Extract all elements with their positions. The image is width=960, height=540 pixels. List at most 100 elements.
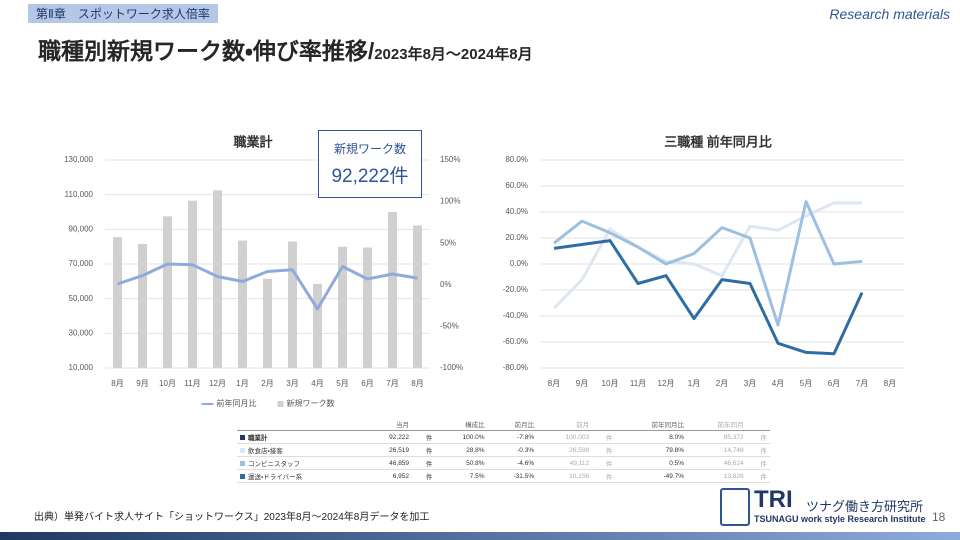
y2-tick-label: 50% xyxy=(440,238,456,247)
cell-text: 件 xyxy=(760,448,768,455)
table-cell: 50.8% xyxy=(435,456,488,470)
y-tick-label: 110,000 xyxy=(65,190,94,199)
x-tick-label: 11月 xyxy=(630,379,646,388)
table-cell: 件 xyxy=(592,456,616,470)
legend-label: 前年同月比 xyxy=(217,398,257,408)
legend-label: 新規ワーク数 xyxy=(287,398,335,408)
bar xyxy=(388,212,397,368)
cell-text: -7.8% xyxy=(517,433,535,441)
table-cell: -31.5% xyxy=(487,469,538,483)
cell-text: 件 xyxy=(425,435,433,442)
x-tick-label: 1月 xyxy=(688,379,700,388)
line-series xyxy=(553,239,864,356)
table-cell: 件 xyxy=(746,456,770,470)
row-swatch xyxy=(240,435,245,440)
table-cell: 14,748 xyxy=(687,443,747,457)
line-series xyxy=(117,262,418,311)
bar xyxy=(288,241,297,368)
cell-text: 運送・ドライバー系 xyxy=(248,474,303,481)
cell-text: 飲食店・接客 xyxy=(248,448,283,455)
cell-text: -31.5% xyxy=(513,472,535,480)
table-cell: -4.6% xyxy=(487,456,538,470)
table-cell: 件 xyxy=(746,443,770,457)
y-tick-label: -80.0% xyxy=(503,363,528,372)
y-tick-label: 50,000 xyxy=(69,294,94,303)
y-tick-label: 30,000 xyxy=(69,328,94,337)
y-tick-label: 20.0% xyxy=(505,233,528,242)
y-tick-label: 60.0% xyxy=(505,181,528,190)
subtitle: 2023年8月～2024年8月 xyxy=(374,46,533,63)
cell-text: 14,748 xyxy=(723,446,744,454)
bar xyxy=(188,200,197,368)
col-head: 当月 xyxy=(363,418,413,431)
row-swatch xyxy=(240,461,245,466)
table-cell: 職業計 xyxy=(237,430,364,444)
y-tick-label: 80.0% xyxy=(505,155,528,164)
table-cell: 26,519 xyxy=(363,443,413,457)
table-cell: 7.5% xyxy=(435,469,488,483)
table-cell: 92,222 xyxy=(363,430,413,444)
cell-text: 件 xyxy=(760,474,768,481)
bar xyxy=(213,190,222,368)
line-series xyxy=(553,200,863,327)
x-tick-label: 2月 xyxy=(261,379,273,388)
y2-tick-label: 150% xyxy=(440,155,460,164)
table-cell: -7.8% xyxy=(487,430,538,444)
logo-icon xyxy=(720,488,750,526)
x-tick-label: 3月 xyxy=(286,379,298,388)
org: ツナグ働き方研究所 xyxy=(806,499,924,514)
table-cell: 運送・ドライバー系 xyxy=(237,469,364,483)
y2-tick-label: -100% xyxy=(440,363,463,372)
x-tick-label: 1月 xyxy=(236,379,248,388)
table-cell: コンビニスタッフ xyxy=(237,456,364,470)
cell-text: 件 xyxy=(605,474,613,481)
table-cell: 10,156 xyxy=(537,469,593,483)
x-tick-label: 11月 xyxy=(184,379,200,388)
table-cell: 28.8% xyxy=(435,443,488,457)
chapter-label: 第Ⅱ章 スポットワーク求人倍率 xyxy=(28,4,218,23)
table-cell: 件 xyxy=(746,430,770,444)
table-cell: 件 xyxy=(592,469,616,483)
cell-text: 件 xyxy=(605,461,613,468)
bottom-bar xyxy=(0,532,960,540)
table-cell: 件 xyxy=(412,443,436,457)
y-tick-label: 70,000 xyxy=(69,259,94,268)
table-cell: 85,372 xyxy=(687,430,747,444)
table-cell: 100,003 xyxy=(537,430,593,444)
x-tick-label: 5月 xyxy=(336,379,348,388)
cell-text: 26,519 xyxy=(389,446,410,454)
table-row: 職業計 92,222 件 100.0% -7.8% 100,003 件 8.0% 85,372 件 xyxy=(237,430,770,444)
cell-text: 26,598 xyxy=(569,446,590,454)
cell-text: 7.5% xyxy=(469,472,485,480)
x-tick-label: 8月 xyxy=(548,379,560,388)
y2-tick-label: 100% xyxy=(440,197,460,206)
x-tick-label: 10月 xyxy=(159,379,176,388)
y-tick-label: 40.0% xyxy=(505,207,528,216)
cell-text: 件 xyxy=(425,461,433,468)
cell-text: 28.8% xyxy=(466,446,485,454)
table-cell: 8.0% xyxy=(615,430,688,444)
table-cell: 件 xyxy=(412,430,436,444)
x-tick-label: 2月 xyxy=(716,379,728,388)
x-tick-label: 9月 xyxy=(576,379,588,388)
cell-text: 6,952 xyxy=(392,472,410,480)
cell-text: 50.8% xyxy=(466,459,485,467)
x-tick-label: 4月 xyxy=(311,379,323,388)
bar xyxy=(338,246,347,368)
y2-tick-label: -50% xyxy=(440,322,459,331)
table-row: 飲食店・接客 26,519 件 28.8% -0.3% 26,598 件 79.8% 14,74… xyxy=(237,443,770,457)
cell-text: 件 xyxy=(605,435,613,442)
table-cell: 49,112 xyxy=(537,456,593,470)
chart-title: 三職種 前年同月比 xyxy=(664,134,772,149)
y-tick-label: -60.0% xyxy=(503,337,528,346)
bar xyxy=(113,237,122,368)
col-head: 前年同月 xyxy=(687,418,747,431)
cell-text: コンビニスタッフ xyxy=(248,461,300,468)
x-tick-label: 8月 xyxy=(111,379,123,388)
bar xyxy=(363,247,372,368)
cell-text: 85,372 xyxy=(723,433,744,441)
table-cell: 飲食店・接客 xyxy=(237,443,364,457)
cell-text: 職業計 xyxy=(248,435,268,442)
table-cell: -0.3% xyxy=(487,443,538,457)
